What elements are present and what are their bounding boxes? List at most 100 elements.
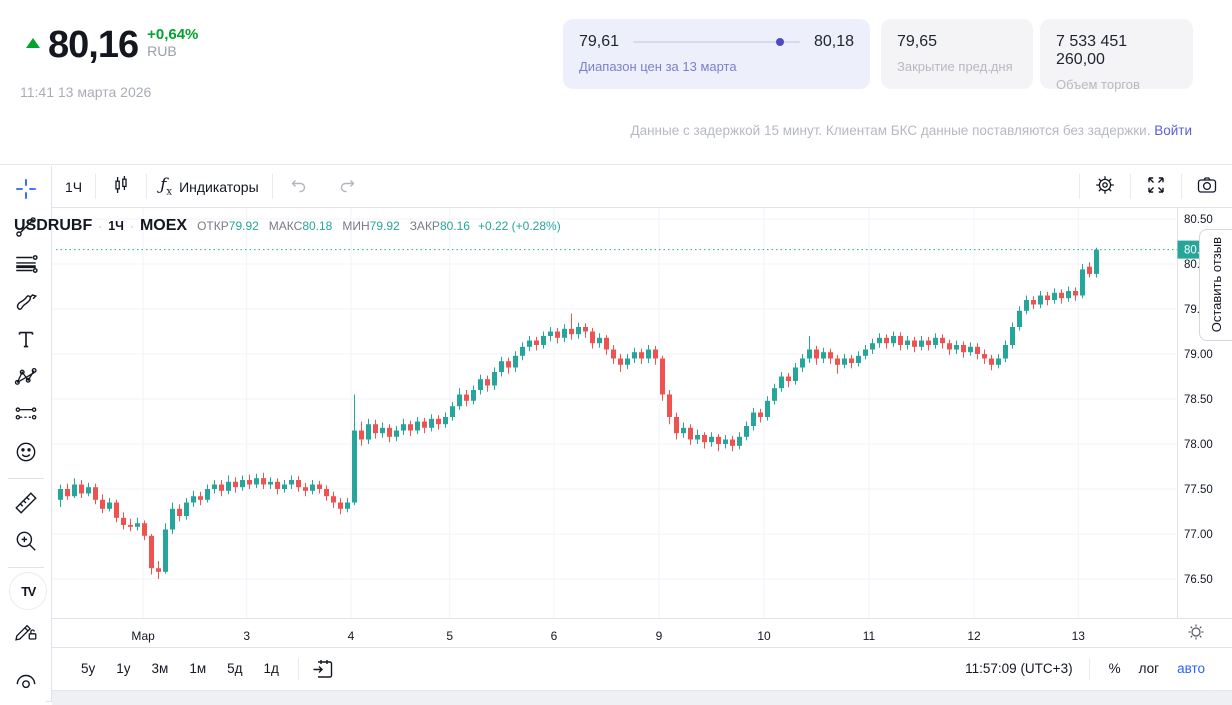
price-currency: RUB [147, 43, 177, 60]
price-up-triangle-icon [26, 38, 40, 48]
range-button-1d[interactable]: 1д [263, 661, 279, 676]
fullscreen-icon [1144, 173, 1168, 200]
range-low-value: 79,61 [579, 33, 620, 50]
range-button-1m[interactable]: 1м [189, 661, 207, 676]
volume-card: 7 533 451 260,00 Объем торгов [1040, 19, 1193, 92]
indicators-button[interactable]: ƒx Индикаторы [160, 175, 259, 198]
svg-text:6: 6 [551, 629, 558, 643]
long-position-icon [15, 407, 36, 420]
trend-line-icon [15, 216, 36, 237]
feedback-tab[interactable]: Оставить отзыв [1199, 229, 1232, 341]
svg-text:5: 5 [446, 629, 453, 643]
volume-label: Объем торгов [1056, 77, 1140, 92]
range-button-5d[interactable]: 5д [227, 661, 243, 676]
candlestick-chart[interactable]: 80.5080.0079.5079.0078.5078.0077.5077.00… [52, 208, 1232, 646]
svg-text:12: 12 [967, 629, 981, 643]
time-axis[interactable]: Мар 3 4 5 6 9 10 11 12 13 [131, 629, 1085, 643]
crosshair-tool[interactable] [9, 176, 43, 202]
svg-text:77.00: 77.00 [1184, 529, 1213, 541]
svg-text:78.00: 78.00 [1184, 439, 1213, 451]
svg-text:76.50: 76.50 [1184, 574, 1213, 586]
settings-button[interactable] [1080, 166, 1130, 207]
legend-interval: 1Ч [108, 219, 124, 233]
axis-settings-sun-icon[interactable] [1188, 624, 1204, 640]
chart-widget: ‹ 1Ч ƒx Индикаторы [0, 164, 1232, 705]
drawing-toolbar [0, 166, 52, 705]
log-scale-button[interactable]: лог [1138, 661, 1160, 676]
zoom-in-icon [16, 531, 36, 551]
legend-symbol: USDRUBF [14, 217, 93, 234]
svg-text:Мар: Мар [131, 629, 155, 643]
measure-ruler-tool[interactable] [9, 490, 43, 516]
clock-utc[interactable]: 11:57:09 (UTC+3) [965, 661, 1073, 676]
range-button-1y[interactable]: 1у [116, 661, 131, 676]
range-high-value: 80,18 [813, 33, 854, 50]
fullscreen-button[interactable] [1131, 166, 1181, 207]
chart-style-button[interactable] [96, 166, 146, 207]
interval-button[interactable]: 1Ч [65, 178, 83, 195]
xabcd-pattern-icon [14, 367, 37, 385]
range-slider [633, 38, 800, 46]
go-to-date-button[interactable] [311, 657, 335, 681]
auto-scale-button[interactable]: авто [1177, 661, 1205, 676]
redo-icon [336, 173, 360, 200]
xabcd-pattern-tool[interactable] [9, 364, 43, 390]
range-button-3m[interactable]: 3м [151, 661, 169, 676]
chart-top-toolbar: 1Ч ƒx Индикаторы [52, 166, 1232, 208]
trend-line-tool[interactable] [9, 214, 43, 240]
legend-close-value: 80.16 [439, 219, 470, 233]
undo-icon [286, 173, 310, 200]
svg-text:11: 11 [863, 629, 876, 643]
brush-tool[interactable] [9, 289, 43, 315]
legend-low-value: 79.92 [369, 219, 400, 233]
svg-text:4: 4 [348, 629, 355, 643]
text-icon [18, 331, 33, 348]
chart-legend[interactable]: USDRUBF · 1Ч · MOEX ОТКР79.92 МАКС80.18 … [14, 217, 561, 234]
price-range-card: 79,61 80,18 Диапазон цен за 13 марта [563, 19, 870, 89]
brush-icon [16, 293, 37, 310]
candles-style-icon [109, 173, 133, 200]
crosshair-icon [15, 179, 36, 199]
hide-drawings-tool-partial[interactable] [9, 669, 43, 695]
legend-change: +0.22 (+0.28%) [477, 219, 561, 233]
fib-retracement-tool[interactable] [9, 251, 43, 277]
text-tool[interactable] [9, 326, 43, 352]
long-position-tool[interactable] [9, 401, 43, 427]
svg-text:78.50: 78.50 [1184, 394, 1213, 406]
tradingview-logo[interactable]: TV [9, 572, 47, 610]
range-button-5y[interactable]: 5у [81, 661, 96, 676]
redo-button[interactable] [323, 166, 373, 207]
legend-high-value: 80.18 [302, 219, 333, 233]
svg-text:13: 13 [1072, 629, 1086, 643]
undo-button[interactable] [273, 166, 323, 207]
percent-scale-button[interactable]: % [1108, 661, 1121, 676]
bottom-strip [52, 690, 1232, 705]
hide-drawings-icon-partial [16, 674, 35, 688]
legend-exchange: MOEX [139, 217, 188, 234]
svg-text:10: 10 [757, 629, 771, 643]
snapshot-camera-icon [1195, 173, 1219, 200]
settings-gear-icon [1093, 173, 1117, 200]
snapshot-button[interactable] [1182, 166, 1232, 207]
fib-retracement-icon [15, 255, 38, 273]
header-price-block: 80,16 +0,64% RUB [26, 24, 198, 67]
price-change-percent: +0,64% [147, 26, 199, 43]
candles [58, 247, 1099, 579]
emoji-tool[interactable] [9, 439, 43, 465]
svg-text:80.50: 80.50 [1184, 214, 1213, 226]
chart-plot-area[interactable]: 80.5080.0079.5079.0078.5078.0077.5077.00… [52, 208, 1232, 651]
svg-text:77.50: 77.50 [1184, 484, 1213, 496]
drawing-lock-icon [14, 624, 36, 641]
fx-icon: ƒx [160, 175, 173, 198]
go-to-date-icon [311, 657, 335, 681]
drawing-lock-tool[interactable] [9, 617, 43, 643]
range-slider-dot [775, 38, 784, 46]
svg-text:9: 9 [656, 629, 663, 643]
range-card-label: Диапазон цен за 13 марта [579, 59, 737, 74]
login-link[interactable]: Войти [1154, 123, 1192, 138]
delay-notice: Данные с задержкой 15 минут. Клиентам БК… [630, 123, 1192, 138]
legend-open-value: 79.92 [228, 219, 259, 233]
zoom-in-tool[interactable] [9, 528, 43, 554]
prev-close-label: Закрытие пред.дня [897, 59, 1013, 74]
